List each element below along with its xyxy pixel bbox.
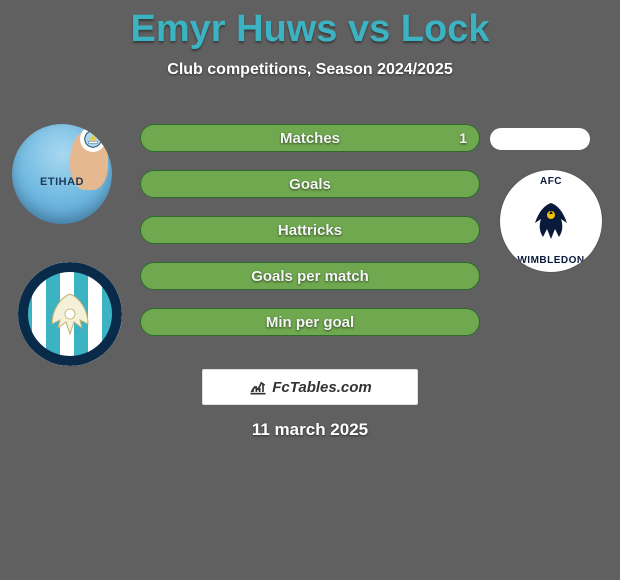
- chart-icon: [248, 377, 268, 397]
- attribution-text: FcTables.com: [272, 379, 371, 396]
- page-title: Emyr Huws vs Lock: [0, 0, 620, 51]
- stat-label: Min per goal: [141, 309, 479, 335]
- former-club-badge: [80, 126, 106, 152]
- club-right-badge: AFC WIMBLEDON: [500, 170, 602, 272]
- stat-bar-goals: Goals: [140, 170, 480, 198]
- stat-bar-goals-per-match: Goals per match: [140, 262, 480, 290]
- stat-label: Goals per match: [141, 263, 479, 289]
- wimbledon-eagle-icon: [525, 195, 577, 247]
- stat-bars: Matches 1 Goals Hattricks Goals per matc…: [140, 124, 480, 354]
- club-right-top-text: AFC: [540, 176, 562, 187]
- date-text: 11 march 2025: [0, 420, 620, 440]
- man-city-icon: [84, 130, 102, 148]
- club-right-bottom-text: WIMBLEDON: [517, 255, 584, 266]
- stat-right-value: 1: [459, 125, 467, 151]
- stat-bar-hattricks: Hattricks: [140, 216, 480, 244]
- eagle-wings-icon: [40, 284, 100, 344]
- stat-label: Goals: [141, 171, 479, 197]
- stat-label: Matches: [141, 125, 479, 151]
- club-left-badge: [18, 262, 122, 366]
- jersey-sponsor: ETIHAD: [40, 176, 84, 188]
- subtitle: Club competitions, Season 2024/2025: [0, 61, 620, 79]
- player-right-pill: [490, 128, 590, 150]
- stat-bar-min-per-goal: Min per goal: [140, 308, 480, 336]
- stat-label: Hattricks: [141, 217, 479, 243]
- player-left-photo: ETIHAD: [12, 124, 112, 224]
- stat-bar-matches: Matches 1: [140, 124, 480, 152]
- attribution-badge: FcTables.com: [202, 369, 418, 405]
